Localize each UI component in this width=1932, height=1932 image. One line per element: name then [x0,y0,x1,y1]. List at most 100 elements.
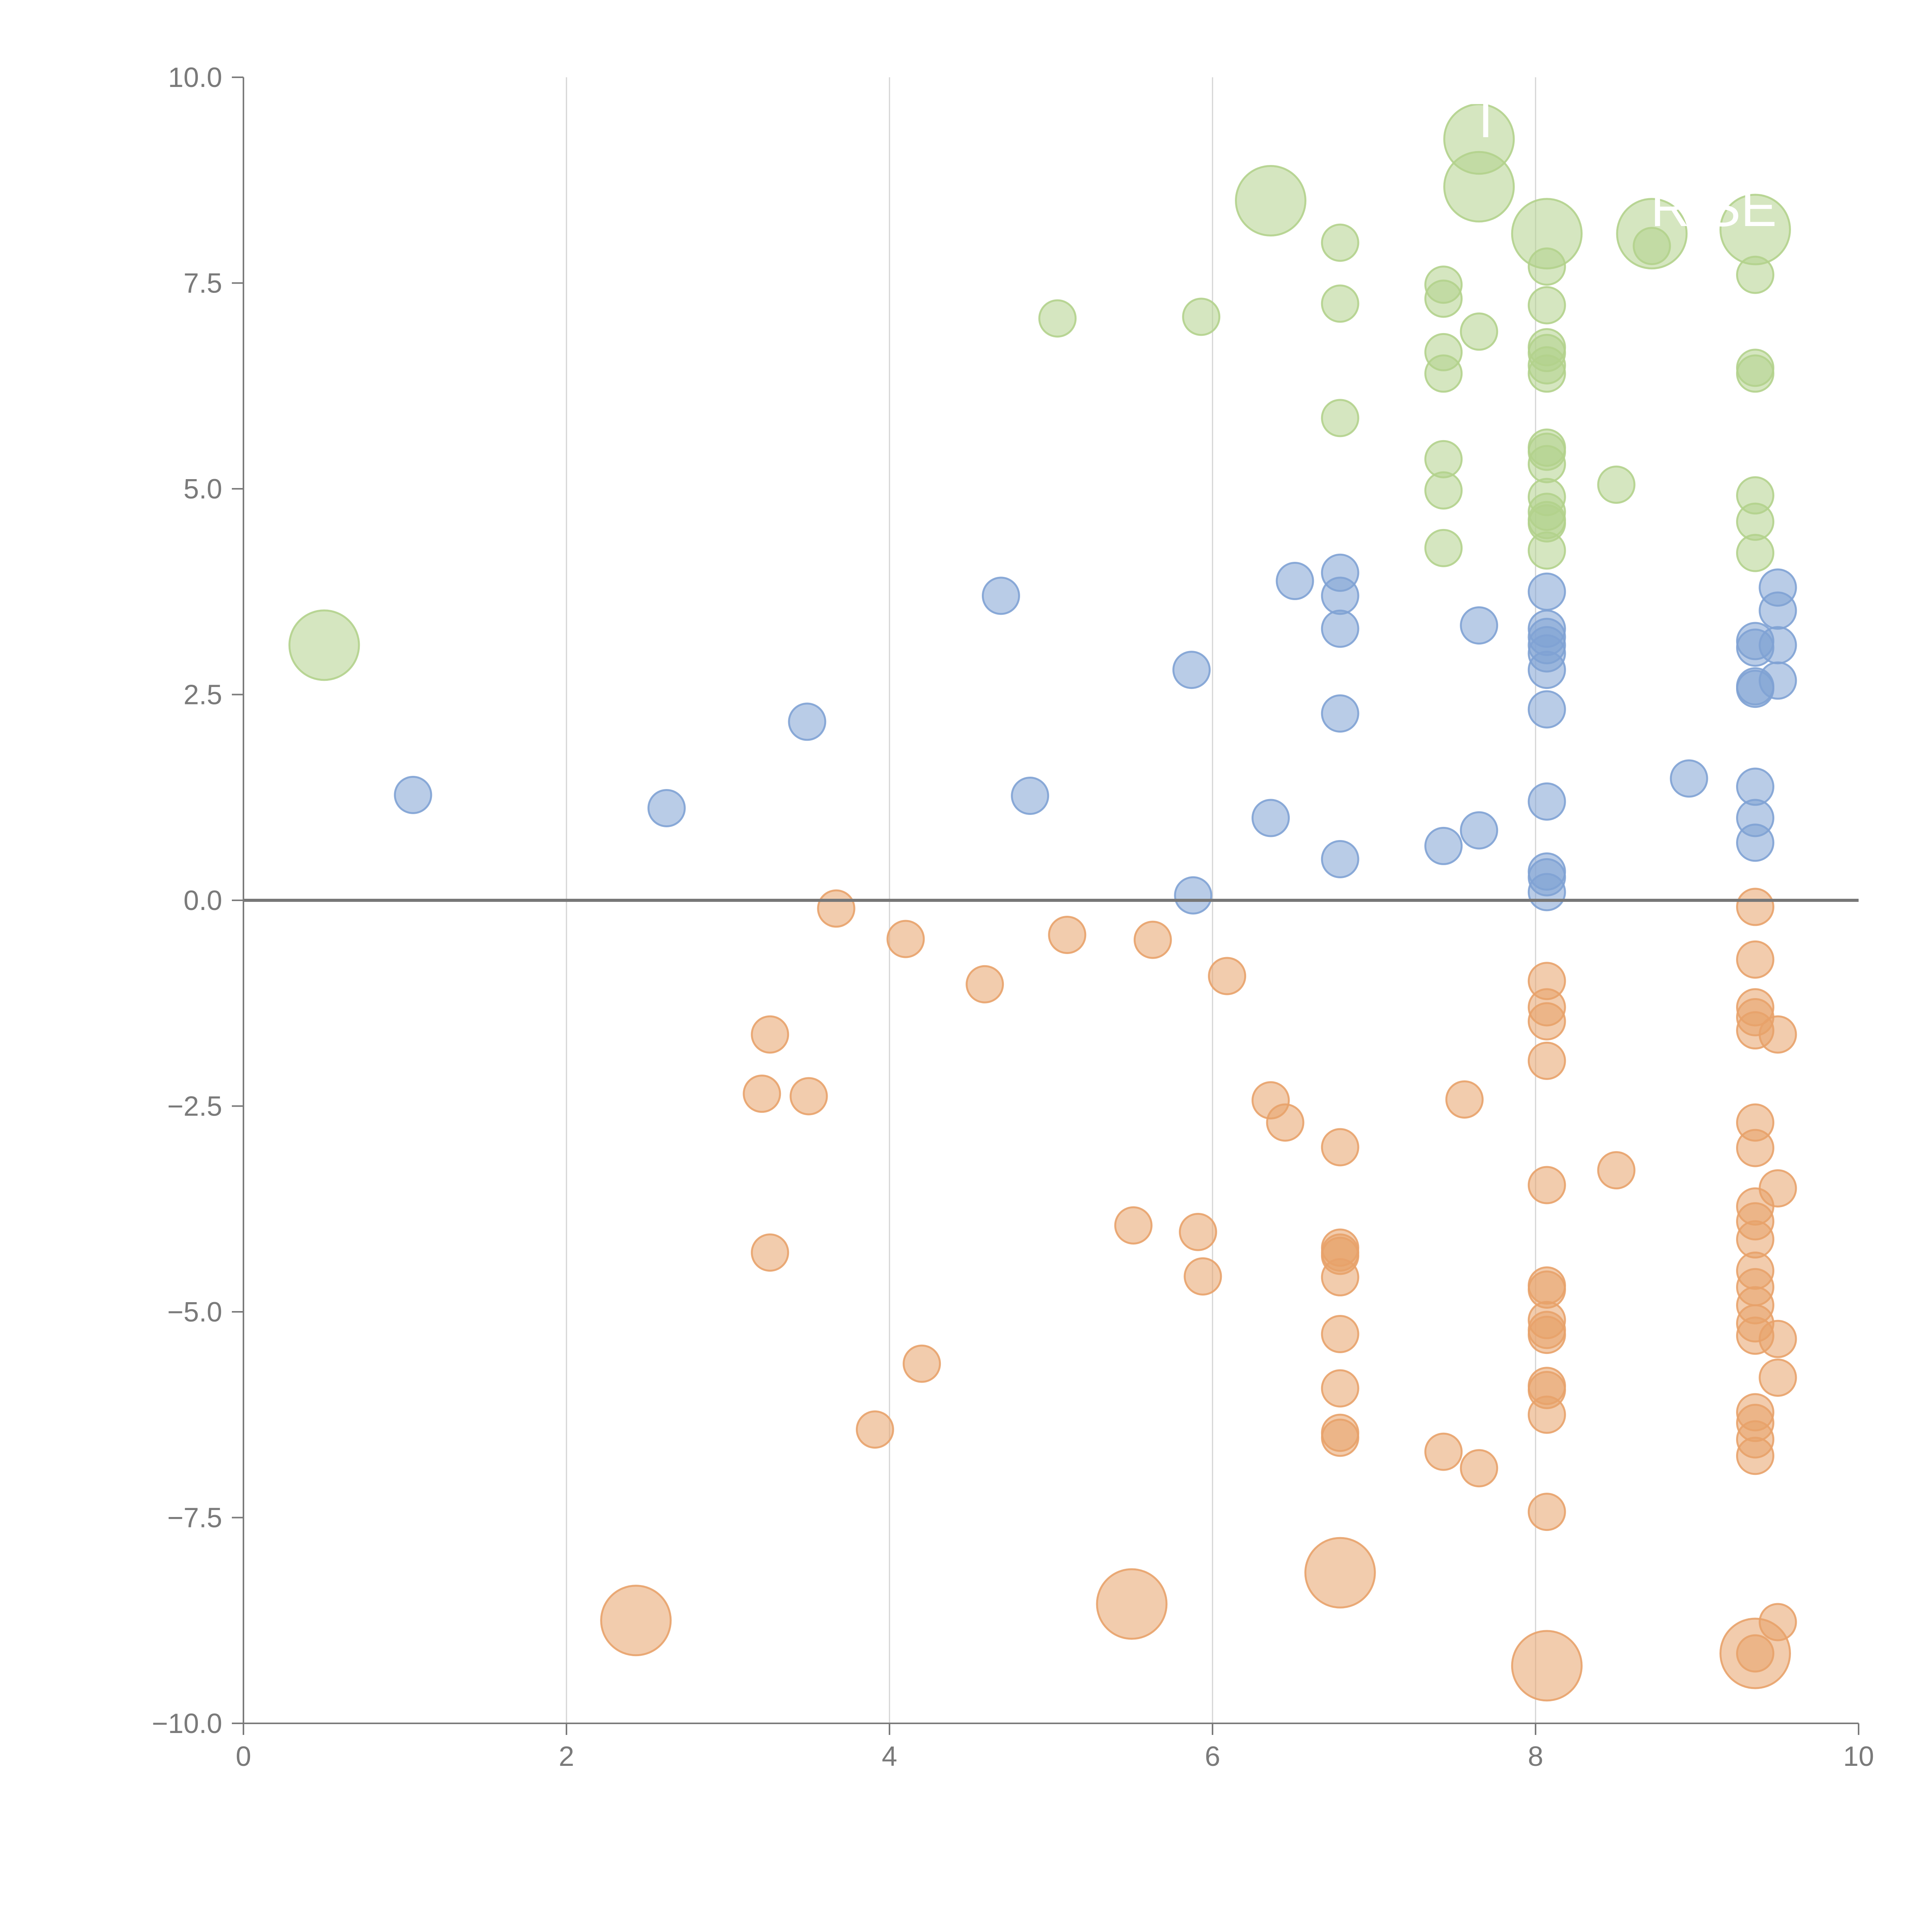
data-point [1321,223,1359,262]
data-point [1527,782,1566,821]
data-point [1460,606,1498,645]
data-point [1424,354,1463,393]
data-point [1736,940,1774,979]
data-point [1251,799,1290,837]
data-point [788,702,827,741]
data-point [1235,165,1306,236]
annotation-label-t: T [1469,88,1502,149]
data-point [1670,759,1708,798]
data-point [1321,694,1359,733]
data-point [1527,873,1566,912]
annotation-label-rise: RISE [1651,177,1777,238]
data-point [855,1410,894,1449]
data-point [600,1585,672,1656]
data-point [1736,354,1774,393]
data-point [1759,1358,1797,1397]
data-point [1527,1166,1566,1204]
data-point [1736,534,1774,572]
data-points [288,103,1797,1702]
data-point [886,920,925,958]
x-tick-label: 0 [236,1741,251,1772]
data-point [966,965,1004,1003]
data-point [1011,776,1049,815]
data-point [1633,227,1671,265]
data-point [1759,661,1797,700]
y-tick-label: 0.0 [184,885,222,916]
y-tick-label: 5.0 [184,474,222,505]
data-point [1736,1129,1774,1167]
data-point [1527,1493,1566,1531]
data-point [1736,823,1774,862]
data-point [1424,529,1463,567]
data-point [1736,888,1774,926]
data-point [1174,876,1213,915]
data-point [1527,247,1566,286]
data-point [1321,840,1359,878]
y-tick-label: −2.5 [167,1091,222,1122]
y-tick-label: −10.0 [152,1708,222,1739]
data-point [743,1075,781,1113]
data-point [1424,827,1463,865]
data-point [1424,279,1463,318]
data-point [1114,1206,1153,1245]
data-point [1736,255,1774,294]
data-point [1321,1258,1359,1297]
data-point [1172,651,1211,689]
data-point [1759,591,1797,630]
data-point [1527,690,1566,729]
data-point [1133,920,1172,959]
data-point [1527,1395,1566,1434]
x-tick-label: 2 [559,1741,574,1772]
data-point [1597,1151,1636,1190]
data-point [1460,811,1498,850]
data-point [1736,1437,1774,1475]
x-tick-label: 8 [1528,1741,1543,1772]
data-point [751,1015,789,1054]
data-point [1759,626,1797,665]
data-point [647,789,686,827]
y-tick-label: 2.5 [184,680,222,711]
data-point [1511,1630,1583,1702]
data-point [1759,1320,1797,1358]
x-tick-label: 10 [1843,1741,1874,1772]
x-tick-label: 4 [882,1741,897,1772]
data-point [1179,1213,1217,1251]
data-point [1424,471,1463,510]
data-point [1443,151,1515,223]
data-point [751,1233,789,1272]
y-tick-label: 7.5 [184,268,222,299]
data-point [394,776,432,814]
data-point [1527,354,1566,393]
data-point [1321,1418,1359,1457]
data-point [1527,1316,1566,1354]
data-point [1048,915,1087,954]
data-point [1527,531,1566,570]
data-point [1321,1369,1359,1408]
data-point [1424,1432,1463,1471]
data-point [1527,1041,1566,1080]
data-point [1597,465,1636,504]
data-point [789,1077,828,1116]
data-point [1304,1537,1376,1609]
data-point [817,889,855,928]
data-point [1321,1315,1359,1354]
data-point [1460,312,1498,351]
data-point [1527,1002,1566,1041]
data-point [1321,399,1359,437]
data-point [1208,957,1247,995]
data-point [1527,445,1566,483]
data-point [1759,1169,1797,1208]
data-point [1184,1257,1222,1296]
data-point [1445,1080,1484,1119]
data-point [1460,1449,1498,1488]
data-point [1266,1103,1304,1142]
data-point [1096,1568,1168,1640]
axes: 10.0 7.5 5.0 2.5 0.0 −2.5 −5.0 −7.5 −10.0 0 2 4 6 8 10 [152,62,1874,1772]
data-point [1276,562,1314,600]
data-point [1038,299,1077,338]
y-tick-label: −7.5 [167,1503,222,1534]
data-point [1321,577,1359,615]
y-tick-label: −5.0 [167,1297,222,1328]
